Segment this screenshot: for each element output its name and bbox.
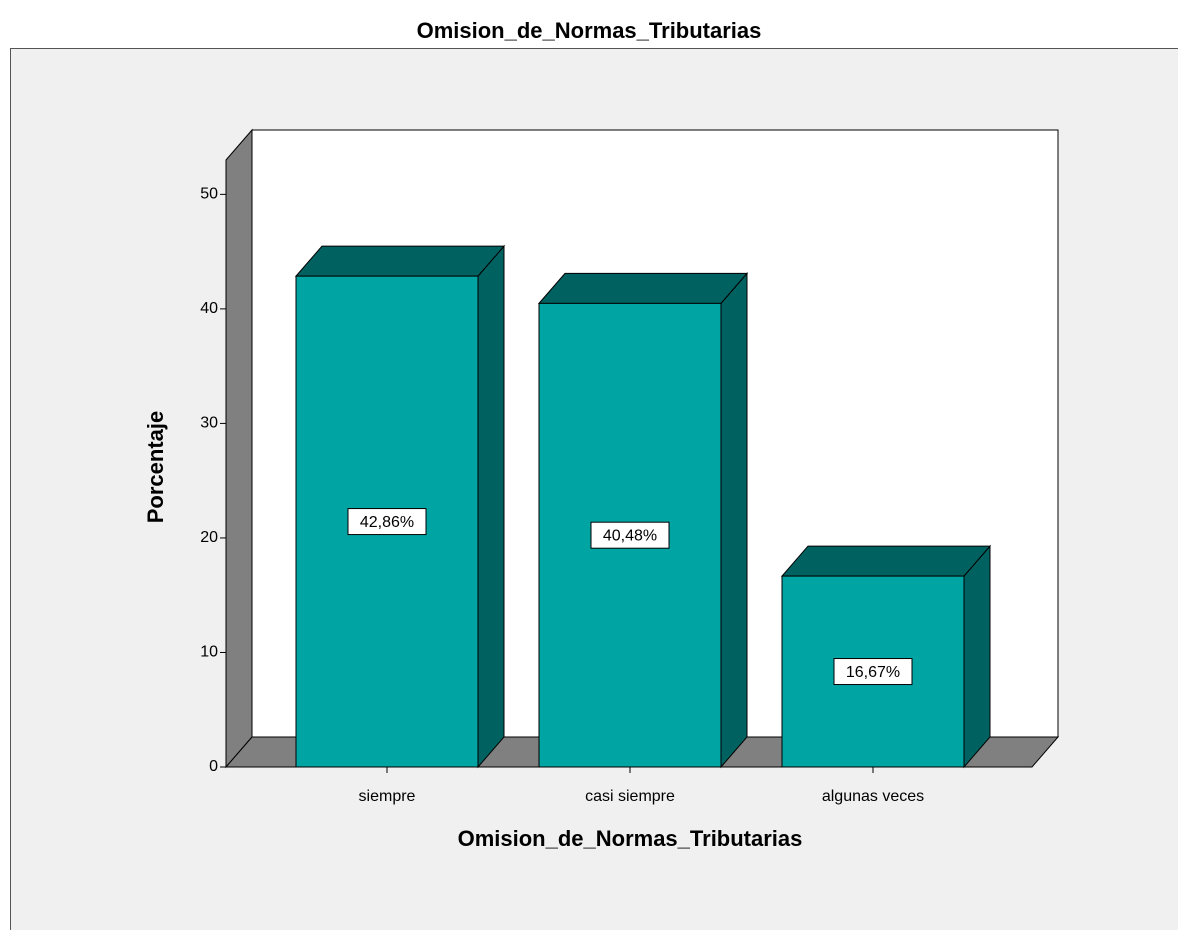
chart-title: Omision_de_Normas_Tributarias bbox=[417, 18, 762, 43]
bar bbox=[294, 244, 506, 769]
value-label-box bbox=[590, 521, 670, 549]
bar-top bbox=[780, 545, 992, 577]
bar-side bbox=[477, 244, 505, 769]
bar-top bbox=[537, 272, 749, 304]
value-label-box bbox=[833, 658, 913, 686]
value-label: 16,67% bbox=[846, 664, 900, 681]
y-tick-label: 10 bbox=[200, 644, 218, 661]
left-wall bbox=[225, 128, 253, 769]
y-tick-label: 40 bbox=[200, 300, 218, 317]
x-axis-label: Omision_de_Normas_Tributarias bbox=[458, 826, 803, 851]
x-tick-label: siempre bbox=[359, 788, 416, 805]
bar bbox=[780, 544, 992, 769]
y-tick-label: 30 bbox=[200, 415, 218, 432]
value-label-box bbox=[347, 508, 427, 536]
x-tick-label: algunas veces bbox=[822, 788, 924, 805]
bar-side bbox=[963, 544, 991, 769]
bar-top bbox=[294, 245, 506, 277]
y-axis-label: Porcentaje bbox=[143, 411, 168, 524]
value-label: 40,48% bbox=[603, 527, 657, 544]
bar bbox=[537, 272, 749, 769]
bar-side bbox=[720, 272, 748, 769]
value-label: 42,86% bbox=[360, 514, 414, 531]
y-tick-label: 50 bbox=[200, 186, 218, 203]
y-tick-label: 0 bbox=[209, 758, 218, 775]
x-tick-label: casi siempre bbox=[585, 788, 675, 805]
y-tick-label: 20 bbox=[200, 529, 218, 546]
